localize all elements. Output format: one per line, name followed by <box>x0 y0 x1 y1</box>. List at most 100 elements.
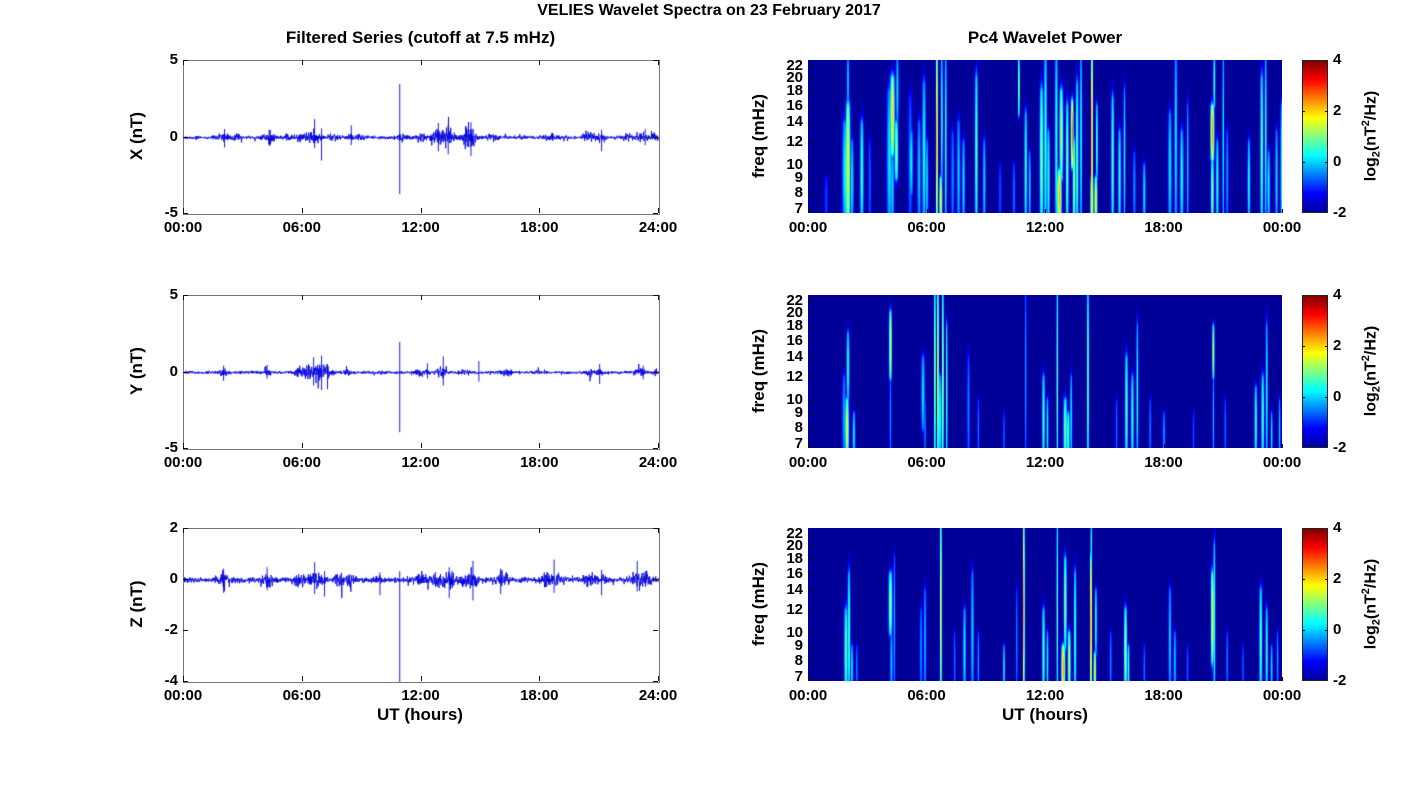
right-ytick-label: 16 <box>786 96 803 114</box>
right-ytick-label: 14 <box>786 113 803 131</box>
colorbar-tick-label: -2 <box>1333 204 1347 221</box>
colorbar-tick-mark <box>1302 346 1305 347</box>
right-xtick-label: 12:00 <box>1025 454 1065 471</box>
right-xtick-label: 00:00 <box>1262 687 1302 704</box>
colorbar-tick-label: 4 <box>1333 519 1342 536</box>
left-ytick-mark-right <box>653 213 658 214</box>
right-xtick-mark <box>926 677 928 681</box>
right-xtick-mark <box>1282 209 1283 213</box>
colorbar-tick-label: 0 <box>1333 153 1342 170</box>
colorbar-tick-label: 2 <box>1333 337 1342 354</box>
left-xtick-mark <box>420 443 422 448</box>
right-ytick-label: 22 <box>786 56 803 74</box>
colorbar-tick-label: 2 <box>1333 570 1342 587</box>
left-column-title: Filtered Series (cutoff at 7.5 mHz) <box>285 28 556 47</box>
left-xtick-mark <box>539 676 541 681</box>
right-ytick-mark <box>808 632 813 634</box>
right-ytick-label: 7 <box>794 668 803 686</box>
right-ytick-mark <box>808 65 813 67</box>
right-xtick-label: 18:00 <box>1144 687 1183 704</box>
left-xtick-mark <box>420 676 422 681</box>
left-xtick-label: 18:00 <box>520 219 559 236</box>
left-ytick-mark-right <box>653 295 658 296</box>
x-series-panel <box>183 60 660 215</box>
right-xtick-mark <box>808 444 809 448</box>
y-series-plot-canvas <box>184 296 659 449</box>
right-ytick-label: 22 <box>786 291 803 309</box>
right-xtick-mark <box>1163 677 1165 681</box>
right-ytick-label: 14 <box>786 581 803 599</box>
left-xtick-mark <box>658 443 659 448</box>
right-ytick-label: 12 <box>786 367 803 385</box>
x-wavelet-spectrogram-canvas <box>808 60 1282 213</box>
colorbar-tick-mark <box>1325 397 1328 398</box>
right-xtick-mark <box>808 209 809 213</box>
right-xtick-mark <box>1045 209 1046 213</box>
left-ytick-mark <box>183 579 188 580</box>
right-xtick-mark <box>808 677 809 681</box>
right-xtick-label: 00:00 <box>1262 219 1302 236</box>
right-ytick-mark <box>808 209 813 211</box>
right-ytick-mark <box>808 590 813 592</box>
left-ytick-label: 0 <box>169 362 178 380</box>
right-ytick-mark <box>808 312 813 314</box>
left-ytick-mark-right <box>653 136 658 138</box>
left-ytick-mark-right <box>653 371 658 373</box>
right-ytick-label: 7 <box>794 435 803 453</box>
right-ytick-mark <box>808 192 813 194</box>
right-ytick-label: 10 <box>786 623 803 641</box>
colorbar-tick-mark <box>1302 111 1305 112</box>
right-ytick-mark <box>808 533 813 535</box>
y-wavelet-panel <box>808 295 1282 448</box>
left-ytick-label: 5 <box>169 51 178 68</box>
left-xtick-label: 12:00 <box>401 687 440 704</box>
right-ytick-label: 20 <box>786 303 803 321</box>
left-xtick-mark <box>539 208 541 213</box>
left-xtick-label: 18:00 <box>520 687 559 704</box>
colorbar-tick-label: 0 <box>1333 388 1342 405</box>
right-ytick-mark <box>808 164 813 166</box>
right-ytick-mark <box>808 325 813 327</box>
right-xtick-label: 18:00 <box>1144 219 1183 236</box>
right-ytick-mark <box>808 399 813 401</box>
x-wavelet-panel <box>808 60 1282 213</box>
right-xtick-mark <box>926 209 928 213</box>
left-ytick-label: 5 <box>169 286 178 303</box>
right-xtick-mark <box>1045 444 1046 448</box>
left-ytick-mark <box>183 295 188 296</box>
colorbar-tick-mark <box>1302 579 1305 580</box>
right-ytick-mark <box>808 376 813 378</box>
right-xtick-mark <box>926 444 928 448</box>
colorbar-tick-label: 2 <box>1333 102 1342 119</box>
right-ytick-mark <box>808 645 813 647</box>
figure-title: VELIES Wavelet Spectra on 23 February 20… <box>537 2 881 19</box>
right-ytick-label: 9 <box>794 168 803 186</box>
left-xtick-mark <box>183 443 184 448</box>
y-wavelet-spectrogram-canvas <box>808 295 1282 448</box>
left-xtick-mark <box>183 676 184 681</box>
right-ytick-mark <box>808 77 813 79</box>
colorbar-tick-mark <box>1325 346 1328 347</box>
right-ytick-label: 14 <box>786 348 803 366</box>
colorbar-tick-label: 4 <box>1333 51 1342 68</box>
right-ytick-label: 22 <box>786 524 803 542</box>
left-xtick-label: 24:00 <box>638 219 678 236</box>
z-series-panel <box>183 528 660 683</box>
right-ytick-mark <box>808 660 813 662</box>
left-ytick-label: -2 <box>164 621 178 638</box>
left-ytick-mark-right <box>653 448 658 449</box>
right-ytick-mark <box>808 357 813 359</box>
right-ytick-mark <box>808 609 813 611</box>
left-xtick-label: 24:00 <box>638 454 678 471</box>
right-xtick-label: 18:00 <box>1144 454 1183 471</box>
right-ytick-label: 20 <box>786 536 803 554</box>
right-xtick-mark <box>1163 444 1165 448</box>
colorbar-row2 <box>1302 295 1328 448</box>
colorbar-tick-mark <box>1325 111 1328 112</box>
left-xtick-mark-top <box>183 528 184 533</box>
colorbar-row3 <box>1302 528 1328 681</box>
left-xtick-mark-top <box>658 60 659 65</box>
left-ytick-mark <box>183 60 188 61</box>
right-xtick-label: 00:00 <box>788 687 828 704</box>
